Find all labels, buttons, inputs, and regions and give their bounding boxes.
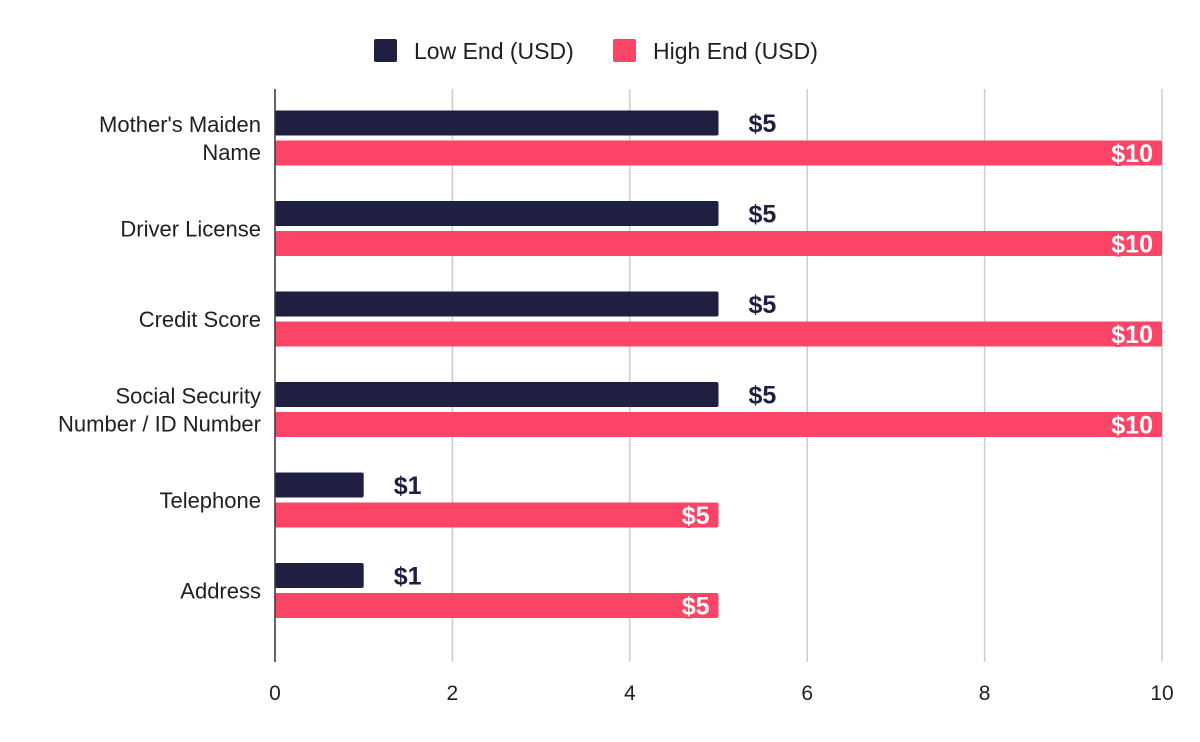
- category-label-2-0: Credit Score: [139, 307, 261, 332]
- bar-high-3: [275, 412, 1162, 437]
- category-label-1-0: Driver License: [120, 217, 261, 242]
- value-label-high-0: $10: [1111, 140, 1153, 168]
- value-label-low-0: $5: [749, 110, 777, 138]
- grid-lines: [451, 89, 1163, 662]
- bars: [275, 110, 1162, 618]
- category-label-5-0: Address: [180, 579, 261, 604]
- value-label-high-2: $10: [1111, 321, 1153, 349]
- bar-high-0: [275, 140, 1162, 166]
- bar-low-2: [275, 291, 719, 317]
- bar-low-5: [275, 563, 364, 588]
- value-label-low-2: $5: [749, 291, 777, 319]
- bar-low-4: [275, 472, 364, 498]
- value-label-high-5: $5: [682, 593, 710, 621]
- category-label-3-0: Social Security: [115, 384, 261, 409]
- legend: Low End (USD) High End (USD): [374, 38, 818, 64]
- value-label-low-1: $5: [749, 201, 777, 229]
- x-tick-label-4: 8: [979, 682, 991, 705]
- category-label-0-0: Mother's Maiden: [99, 112, 261, 137]
- category-label-3-1: Number / ID Number: [58, 412, 261, 437]
- bar-low-3: [275, 382, 719, 407]
- x-tick-label-0: 0: [269, 682, 281, 705]
- value-label-low-5: $1: [394, 563, 422, 591]
- value-label-low-3: $5: [749, 382, 777, 410]
- bar-low-1: [275, 201, 719, 226]
- x-tick-label-1: 2: [447, 682, 459, 705]
- x-tick-labels: 0 2 4 6 8 10: [269, 682, 1174, 705]
- category-label-0-1: Name: [202, 140, 261, 165]
- value-label-high-3: $10: [1111, 412, 1153, 440]
- legend-swatch-1: [613, 39, 636, 62]
- category-labels: Mother's Maiden Name Driver License Credit …: [58, 112, 261, 604]
- value-label-low-4: $1: [394, 472, 422, 500]
- bar-high-2: [275, 321, 1162, 347]
- bar-high-4: [275, 502, 719, 528]
- x-tick-label-3: 6: [801, 682, 813, 705]
- value-labels: $5 $10 $5 $10 $5 $10 $5 $10 $1 $5 $1 $5: [394, 110, 1155, 623]
- legend-label-1: High End (USD): [653, 38, 818, 64]
- value-label-high-1: $10: [1111, 231, 1153, 259]
- x-tick-label-5: 10: [1150, 682, 1173, 705]
- value-label-high-4: $5: [682, 502, 710, 530]
- legend-label-0: Low End (USD): [414, 38, 574, 64]
- bar-high-5: [275, 593, 719, 618]
- category-label-4-0: Telephone: [159, 488, 261, 513]
- bar-low-0: [275, 110, 719, 136]
- bar-high-1: [275, 231, 1162, 256]
- x-tick-label-2: 4: [624, 682, 636, 705]
- legend-swatch-0: [374, 39, 397, 62]
